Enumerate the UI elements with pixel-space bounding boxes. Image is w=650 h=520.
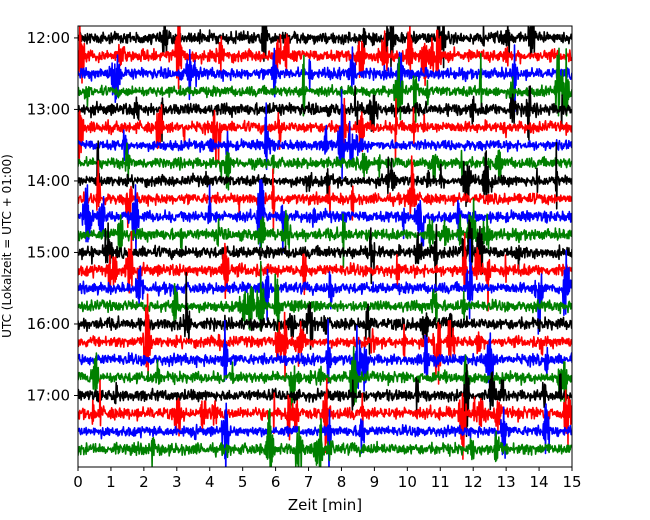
trace-line [78, 26, 572, 69]
trace-group [78, 26, 572, 467]
x-tick-label: 5 [238, 473, 248, 491]
trace-line [78, 140, 572, 210]
trace-line [78, 402, 572, 467]
x-axis-label: Zeit [min] [288, 496, 362, 514]
trace-line [78, 345, 572, 420]
x-axis: 0 1 2 3 4 5 6 7 8 9 10 11 12 13 14 15 [73, 467, 582, 491]
y-tick-label: 13:00 [27, 100, 70, 118]
y-tick-label: 15:00 [27, 243, 70, 261]
x-tick-label: 10 [398, 473, 417, 491]
y-tick-label: 16:00 [27, 315, 70, 333]
x-tick-label: 15 [562, 473, 581, 491]
trace-line [78, 179, 572, 256]
x-tick-label: 9 [370, 473, 380, 491]
trace-line [78, 26, 572, 90]
trace-line [78, 47, 572, 123]
trace-line [78, 377, 572, 460]
trace-line [78, 89, 572, 180]
trace-line [78, 142, 572, 191]
y-tick-label: 17:00 [27, 386, 70, 404]
x-tick-label: 3 [172, 473, 182, 491]
x-tick-label: 2 [139, 473, 149, 491]
trace-line [78, 408, 572, 467]
trace-line [78, 44, 572, 113]
trace-line [78, 230, 572, 312]
trace-line [78, 85, 572, 142]
x-tick-label: 13 [497, 473, 516, 491]
x-tick-label: 14 [530, 473, 549, 491]
x-tick-label: 6 [271, 473, 281, 491]
trace-line [78, 238, 572, 335]
y-tick-label: 12:00 [27, 29, 70, 47]
trace-line [78, 97, 572, 166]
x-tick-label: 8 [337, 473, 347, 491]
plot-frame [77, 25, 573, 468]
trace-line [78, 271, 572, 355]
x-tick-label: 4 [205, 473, 215, 491]
y-tick-label: 14:00 [27, 172, 70, 190]
y-axis-label: UTC (Lokalzeit = UTC + 01:00) [0, 154, 14, 338]
x-tick-label: 11 [431, 473, 450, 491]
x-tick-label: 1 [106, 473, 116, 491]
trace-line [78, 197, 572, 269]
trace-line [78, 155, 572, 231]
y-axis: 12:00 13:00 14:00 15:00 16:00 17:00 [27, 29, 78, 404]
trace-line [78, 260, 572, 344]
x-tick-label: 12 [464, 473, 483, 491]
x-tick-label: 0 [73, 473, 83, 491]
x-tick-label: 7 [304, 473, 314, 491]
trace-line [78, 219, 572, 293]
